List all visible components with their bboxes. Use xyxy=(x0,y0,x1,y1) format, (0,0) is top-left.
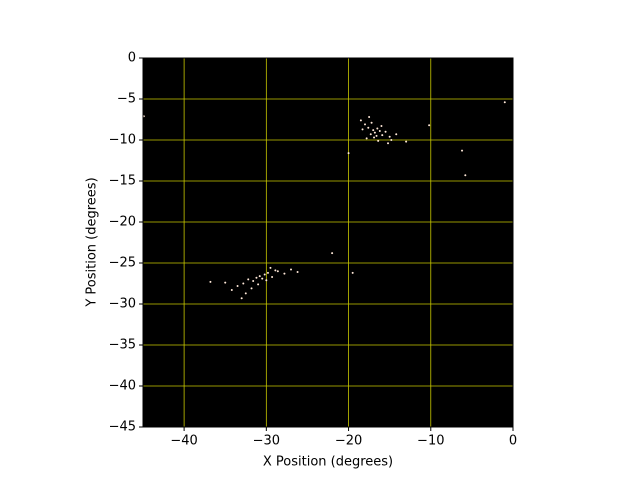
point xyxy=(244,292,247,295)
plot-area xyxy=(143,58,513,427)
point xyxy=(240,297,243,300)
point xyxy=(464,174,467,177)
point xyxy=(428,124,431,127)
point xyxy=(503,101,506,104)
y-tick-label: −25 xyxy=(109,256,136,271)
point xyxy=(271,275,274,278)
point xyxy=(230,289,233,292)
point xyxy=(224,281,227,284)
y-tick-label: −30 xyxy=(109,297,136,312)
y-tick-label: −40 xyxy=(109,379,136,394)
y-tick-label: −15 xyxy=(109,174,136,189)
y-tick-label: −10 xyxy=(109,133,136,148)
point xyxy=(209,280,212,283)
point xyxy=(250,287,253,290)
x-tick-label: −20 xyxy=(335,434,362,449)
point xyxy=(381,134,384,137)
point xyxy=(252,280,255,283)
point xyxy=(347,152,350,155)
point xyxy=(372,129,375,132)
point xyxy=(390,139,393,141)
point xyxy=(367,126,370,129)
plot-frame xyxy=(142,57,514,428)
point xyxy=(405,140,408,143)
point xyxy=(269,266,272,269)
point xyxy=(265,279,268,282)
point xyxy=(263,273,266,276)
point xyxy=(370,121,373,124)
point xyxy=(377,139,380,142)
point xyxy=(369,133,372,136)
x-tick-label: −30 xyxy=(253,434,280,449)
point xyxy=(242,282,245,285)
point xyxy=(274,269,277,272)
y-axis-label: Y Position (degrees) xyxy=(85,177,100,307)
point xyxy=(359,119,362,122)
point xyxy=(384,130,387,133)
point xyxy=(378,129,381,132)
point xyxy=(387,142,390,145)
point xyxy=(258,275,261,278)
point xyxy=(364,123,366,126)
point xyxy=(296,271,299,274)
y-tick-label: −5 xyxy=(117,92,136,107)
y-tick-label: −35 xyxy=(109,338,136,353)
point xyxy=(255,276,258,279)
point xyxy=(373,131,376,134)
point xyxy=(261,277,264,280)
point xyxy=(276,270,279,273)
point xyxy=(247,278,250,281)
point xyxy=(368,116,371,119)
x-tick-label: −10 xyxy=(417,434,444,449)
point xyxy=(361,128,364,131)
point xyxy=(236,284,239,287)
point xyxy=(388,135,391,138)
point xyxy=(257,283,260,286)
point xyxy=(290,268,292,271)
point xyxy=(461,149,464,152)
point xyxy=(365,137,368,140)
y-tick-label: −20 xyxy=(109,215,136,230)
x-tick-label: −40 xyxy=(170,434,197,449)
point xyxy=(351,271,354,274)
point xyxy=(331,252,334,255)
y-tick-label: −45 xyxy=(109,420,136,435)
point xyxy=(266,271,269,274)
point xyxy=(375,134,378,137)
point xyxy=(395,133,398,136)
point xyxy=(380,125,383,128)
point xyxy=(283,272,286,275)
point xyxy=(376,127,379,130)
point xyxy=(373,136,376,139)
x-axis-label: X Position (degrees) xyxy=(263,455,393,470)
y-tick-label: 0 xyxy=(128,51,136,66)
x-tick-label: 0 xyxy=(509,434,517,449)
